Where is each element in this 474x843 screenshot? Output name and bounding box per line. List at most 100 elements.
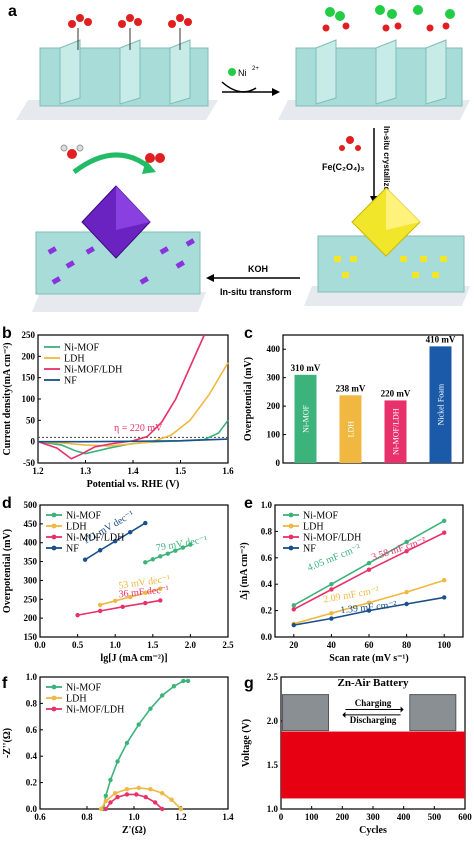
y-axis-label: Δj (mA cm⁻²) (239, 542, 250, 599)
x-tick-label: 20 (289, 640, 299, 650)
data-point (329, 611, 334, 616)
y-tick-label: 0.6 (26, 725, 38, 735)
data-point (366, 567, 372, 572)
panel-label-a: a (8, 3, 17, 20)
legend-label: Ni-MOF/LDH (66, 705, 124, 716)
bar-value-label: 410 mV (426, 334, 456, 344)
data-point (136, 722, 141, 727)
data-point (442, 530, 447, 535)
x-tick-label: 1.0 (110, 640, 122, 650)
y-tick-label: 500 (24, 500, 38, 510)
data-point (108, 800, 113, 805)
substrate-top-right (278, 39, 470, 120)
charging-arrowhead (400, 706, 404, 713)
legend-label: LDH (303, 522, 324, 533)
y-tick-label: 0.8 (261, 526, 273, 536)
data-point (158, 586, 163, 591)
data-point (75, 612, 80, 618)
bar-value-label: 220 mV (381, 388, 411, 398)
plot-frame (282, 334, 464, 464)
x-tick-label: 1.0 (128, 812, 140, 822)
data-point (136, 785, 141, 791)
data-point (442, 518, 447, 524)
legend-label: LDH (64, 354, 85, 365)
y-tick-label: 200 (267, 401, 281, 411)
data-point (113, 790, 118, 796)
data-point (128, 529, 133, 535)
x-tick-label: 1.2 (175, 812, 187, 822)
y-tick-label: 0.0 (26, 804, 38, 814)
x-tick-label: 80 (402, 640, 412, 650)
y-tick-label: 0 (31, 437, 36, 447)
y-tick-label: 250 (22, 330, 36, 340)
data-point (366, 560, 372, 566)
y-tick-label: 2.0 (267, 716, 279, 726)
legend-marker (51, 512, 57, 518)
data-point (124, 792, 130, 797)
y-tick-label: 1.0 (267, 804, 279, 814)
legend-label: NF (303, 544, 316, 555)
x-tick-label: 400 (397, 812, 411, 822)
data-point (152, 800, 158, 805)
y-tick-label: 350 (24, 557, 38, 567)
data-point (97, 602, 103, 608)
x-tick-label: 0.0 (34, 640, 46, 650)
data-point (188, 542, 193, 547)
data-point (143, 560, 148, 565)
y-tick-label: 200 (22, 351, 36, 361)
svg-text:KOH: KOH (248, 264, 268, 274)
bar-value-label: 238 mV (336, 383, 366, 393)
y-tick-label: 50 (26, 415, 36, 425)
legend-marker (51, 706, 57, 712)
data-point (103, 793, 109, 798)
y-axis-label: Overpotential (mV) (2, 529, 13, 613)
bar-category-label: Ni-MOF/LDH (392, 408, 401, 455)
x-tick-label: 600 (458, 812, 472, 822)
legend-marker (288, 512, 294, 518)
x-tick-label: 0.5 (72, 640, 84, 650)
y-tick-label: 150 (24, 632, 38, 642)
ni-ion-arrow: Ni 2+ (221, 66, 280, 96)
y-tick-label: 1.5 (267, 760, 279, 770)
battery-photo-charging (282, 694, 330, 732)
data-point (115, 759, 120, 764)
bar (429, 346, 452, 463)
panel-label-b: b (2, 325, 12, 342)
x-axis-label: Potential vs. RHE (V) (87, 479, 180, 490)
y-tick-label: 400 (267, 344, 281, 354)
y-tick-label: 0.8 (26, 698, 38, 708)
bar-category-label: Ni-MOF (302, 404, 311, 433)
y-tick-label: 1.0 (26, 672, 38, 682)
legend-marker (51, 695, 57, 701)
y-tick-label: 300 (24, 575, 38, 585)
mof-linkers-top-left (68, 14, 192, 50)
data-point (143, 794, 148, 800)
y-tick-label: 0.6 (261, 553, 273, 563)
data-point (103, 798, 109, 804)
x-tick-label: 500 (428, 812, 442, 822)
y-tick-label: 200 (24, 613, 38, 623)
crystallize-arrow: In-situ crystallize Fe(C₂O₄)₃ (322, 126, 391, 204)
y-axis-label: Voltage (V) (241, 719, 252, 767)
legend-label: NF (66, 544, 79, 555)
data-point (329, 616, 334, 621)
x-tick-label: 0.6 (34, 812, 46, 822)
ldh-substrate-bottom-right (304, 187, 470, 306)
data-point (404, 549, 409, 554)
ni-linkers-top-right (322, 5, 455, 32)
y-axis-label: -Z''(Ω) (2, 728, 13, 758)
data-point (143, 520, 148, 526)
slope-label: 79 mV dec⁻¹ (155, 534, 208, 554)
capacitance-label: 1.39 mF cm⁻² (340, 599, 397, 616)
x-tick-label: 1.6 (222, 466, 234, 476)
data-point (115, 794, 120, 800)
data-point (404, 601, 409, 607)
y-tick-label: 1.0 (261, 500, 273, 510)
legend-marker (51, 523, 57, 529)
chart-e: 20 40 60 80 100 0.0 0.2 0.4 0.6 0.8 1.0 Scan rate (… (239, 500, 464, 664)
panel-label-f: f (2, 675, 8, 692)
x-tick-label: 1.4 (127, 466, 139, 476)
panel-label-e: e (244, 495, 253, 512)
data-point (128, 594, 133, 600)
x-tick-label: 100 (305, 812, 319, 822)
